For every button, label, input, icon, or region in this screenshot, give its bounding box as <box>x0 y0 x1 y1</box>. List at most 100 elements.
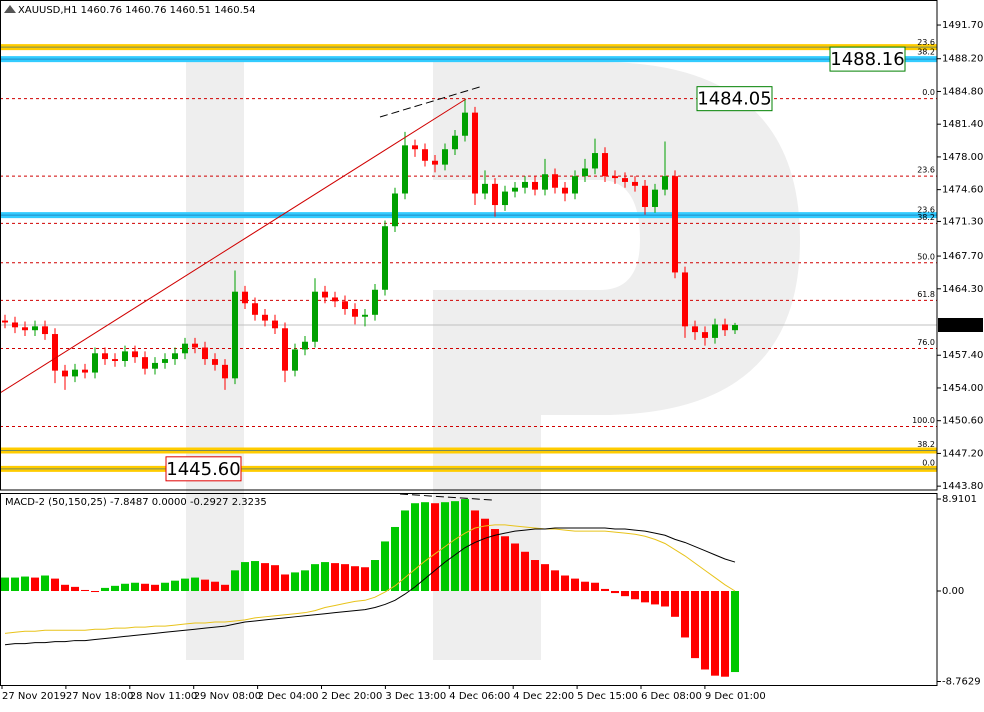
x-tick-label: 27 Nov 2019 <box>2 691 66 702</box>
candle-body <box>712 324 718 338</box>
macd-bar <box>11 577 19 591</box>
y-tick-label: 1450.60 <box>942 416 983 427</box>
y-tick-label: 1474.60 <box>942 185 983 196</box>
macd-bar <box>281 574 289 591</box>
channel-line <box>399 493 493 501</box>
macd-bar <box>581 581 589 591</box>
macd-bar <box>251 561 259 591</box>
candle-body <box>432 160 438 165</box>
candle-body <box>372 289 378 315</box>
candle-body <box>682 272 688 327</box>
macd-bar <box>731 590 739 673</box>
candle-body <box>272 320 278 329</box>
macd-bar <box>501 536 509 591</box>
fibo-label: 76.0 <box>917 338 935 347</box>
macd-bar <box>451 501 459 591</box>
candle-body <box>602 153 608 177</box>
macd-bar <box>711 590 719 676</box>
band-label: 23.6 <box>917 38 935 47</box>
macd-bar <box>551 570 559 591</box>
trend-line <box>0 98 467 394</box>
candle-body <box>202 347 208 360</box>
macd-bar <box>161 582 169 591</box>
candle-body <box>252 303 258 315</box>
macd-bar <box>231 570 239 591</box>
candle-body <box>642 185 648 207</box>
macd-bar <box>571 578 579 591</box>
candle-body <box>402 145 408 194</box>
candle-body <box>222 364 228 379</box>
candle-body <box>582 168 588 177</box>
macd-line <box>4 527 736 646</box>
macd-bar <box>511 543 519 591</box>
band-label: 38.2 <box>917 47 935 56</box>
candle-body <box>92 353 98 373</box>
candle-body <box>292 349 298 371</box>
candle-body <box>592 153 598 169</box>
macd-bar <box>521 551 529 591</box>
candle-body <box>172 353 178 360</box>
chart-title: XAUUSD,H1 1460.76 1460.76 1460.51 1460.5… <box>18 5 256 16</box>
macd-bar <box>241 562 249 591</box>
marks <box>1 98 739 677</box>
macd-bar <box>631 590 639 600</box>
y-tick-label: 1471.30 <box>942 216 983 227</box>
macd-bar <box>491 529 499 591</box>
candle-body <box>662 176 668 190</box>
candle-body <box>722 324 728 331</box>
price-box-label: 1445.60 <box>166 459 240 480</box>
candle-body <box>322 291 328 298</box>
macd-bar <box>181 578 189 591</box>
macd-title: MACD-2 (50,150,25) -7.8487 0.0000 -0.292… <box>5 497 267 508</box>
band-label: 0.0 <box>922 459 935 468</box>
macd-bar <box>421 502 429 591</box>
x-tick-label: 28 Nov 11:00 <box>130 691 197 702</box>
macd-bar <box>591 582 599 591</box>
candle-body <box>452 135 458 150</box>
candle-body <box>732 324 738 331</box>
candle-body <box>12 322 18 328</box>
candle-body <box>652 189 658 207</box>
macd-bar <box>341 564 349 591</box>
macd-bar <box>61 584 69 591</box>
candle-body <box>522 181 528 188</box>
y-tick-label: 0.00 <box>942 586 964 597</box>
candle-body <box>552 174 558 188</box>
candle-body <box>472 112 478 194</box>
x-tick-label: 2 Dec 20:00 <box>322 691 383 702</box>
macd-bar <box>271 565 279 591</box>
fibo-label: 0.0 <box>922 88 935 97</box>
x-tick-label: 2 Dec 04:00 <box>258 691 319 702</box>
macd-bar <box>151 584 159 591</box>
price-pane-border <box>0 0 938 491</box>
macd-line <box>4 524 736 634</box>
macd-bar <box>111 585 119 591</box>
channel-line <box>379 85 484 118</box>
x-tick-label: 4 Dec 22:00 <box>513 691 574 702</box>
candle-body <box>182 343 188 354</box>
macd-bar <box>81 589 89 591</box>
macd-bar <box>611 590 619 594</box>
candle-body <box>482 183 488 194</box>
macd-bar <box>71 586 79 591</box>
y-tick-label: 1467.70 <box>942 251 983 262</box>
macd-bar <box>121 583 129 591</box>
macd-bar <box>21 576 29 591</box>
y-tick-label: 1447.20 <box>942 448 983 459</box>
candle-body <box>102 353 108 360</box>
macd-bar <box>641 590 649 603</box>
candle-body <box>512 187 518 192</box>
macd-bar <box>351 566 359 591</box>
candle-body <box>142 357 148 369</box>
chart-icon <box>4 5 16 13</box>
x-tick-label: 6 Dec 08:00 <box>641 691 702 702</box>
fibo-label: 50.0 <box>917 252 935 261</box>
macd-bar <box>191 577 199 591</box>
macd-bar <box>391 526 399 591</box>
candle-body <box>672 176 678 273</box>
y-tick-label: 1457.40 <box>942 350 983 361</box>
price-box-label: 1488.16 <box>830 49 904 70</box>
current-price-box <box>938 317 983 332</box>
